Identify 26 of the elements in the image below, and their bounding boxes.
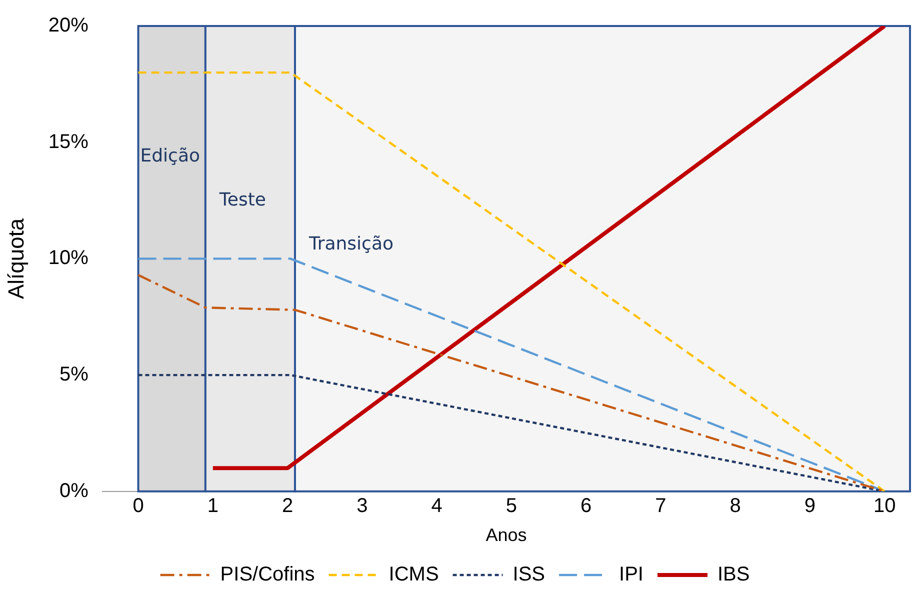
x-tick-label: 4 bbox=[431, 494, 442, 517]
y-tick-label: 0% bbox=[60, 480, 89, 502]
band-label: Teste bbox=[218, 190, 266, 211]
x-tick-label: 0 bbox=[132, 494, 144, 517]
y-tick-label: 5% bbox=[60, 364, 89, 386]
x-tick-label: 10 bbox=[874, 494, 896, 517]
x-tick-label: 9 bbox=[804, 494, 816, 517]
y-tick-label: 15% bbox=[48, 130, 89, 153]
x-tick-label: 7 bbox=[655, 494, 666, 517]
band-label: Transição bbox=[308, 234, 394, 255]
x-tick-label: 6 bbox=[580, 494, 592, 517]
legend-label: ISS bbox=[512, 564, 546, 586]
x-tick-label: 8 bbox=[730, 494, 741, 517]
legend-label: PIS/Cofins bbox=[220, 564, 315, 586]
y-axis-title: Alíquota bbox=[3, 218, 28, 300]
y-tick-label: 20% bbox=[48, 14, 89, 37]
legend-label: ICMS bbox=[388, 564, 439, 586]
x-tick-label: 5 bbox=[506, 494, 517, 517]
x-tick-label: 3 bbox=[356, 494, 368, 517]
x-tick-label: 1 bbox=[207, 494, 218, 517]
y-tick-label: 10% bbox=[48, 247, 89, 270]
legend-label: IBS bbox=[717, 564, 750, 586]
x-tick-label: 2 bbox=[282, 494, 294, 517]
band-label: Edição bbox=[140, 146, 200, 167]
x-axis-title: Anos bbox=[486, 525, 527, 546]
legend-label: IPI bbox=[619, 564, 644, 586]
